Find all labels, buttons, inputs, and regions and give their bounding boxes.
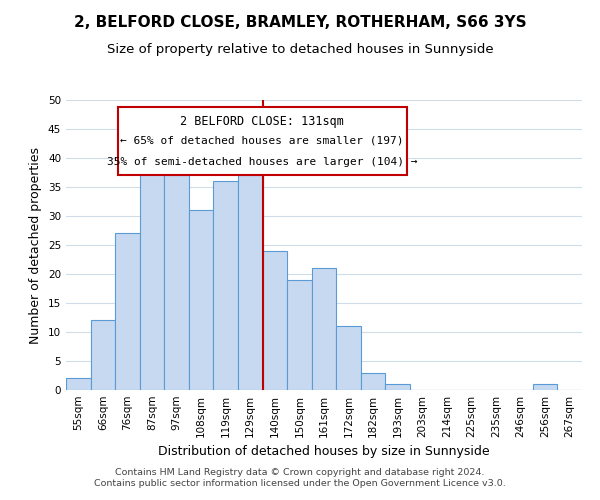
Text: ← 65% of detached houses are smaller (197): ← 65% of detached houses are smaller (19… — [121, 136, 404, 146]
Bar — [533, 384, 557, 390]
Bar — [312, 268, 336, 390]
Bar — [214, 181, 238, 390]
Bar — [361, 372, 385, 390]
Bar — [66, 378, 91, 390]
Bar — [115, 234, 140, 390]
Bar — [140, 158, 164, 390]
Text: 2, BELFORD CLOSE, BRAMLEY, ROTHERHAM, S66 3YS: 2, BELFORD CLOSE, BRAMLEY, ROTHERHAM, S6… — [74, 15, 526, 30]
X-axis label: Distribution of detached houses by size in Sunnyside: Distribution of detached houses by size … — [158, 446, 490, 458]
Bar — [336, 326, 361, 390]
Text: Contains HM Land Registry data © Crown copyright and database right 2024.
Contai: Contains HM Land Registry data © Crown c… — [94, 468, 506, 487]
Text: Size of property relative to detached houses in Sunnyside: Size of property relative to detached ho… — [107, 42, 493, 56]
Y-axis label: Number of detached properties: Number of detached properties — [29, 146, 43, 344]
Bar — [164, 176, 189, 390]
Bar — [287, 280, 312, 390]
Text: 2 BELFORD CLOSE: 131sqm: 2 BELFORD CLOSE: 131sqm — [180, 114, 344, 128]
Bar — [189, 210, 214, 390]
Text: 35% of semi-detached houses are larger (104) →: 35% of semi-detached houses are larger (… — [107, 158, 418, 168]
FancyBboxPatch shape — [118, 108, 407, 176]
Bar — [91, 320, 115, 390]
Bar — [385, 384, 410, 390]
Bar — [238, 176, 263, 390]
Bar — [263, 251, 287, 390]
